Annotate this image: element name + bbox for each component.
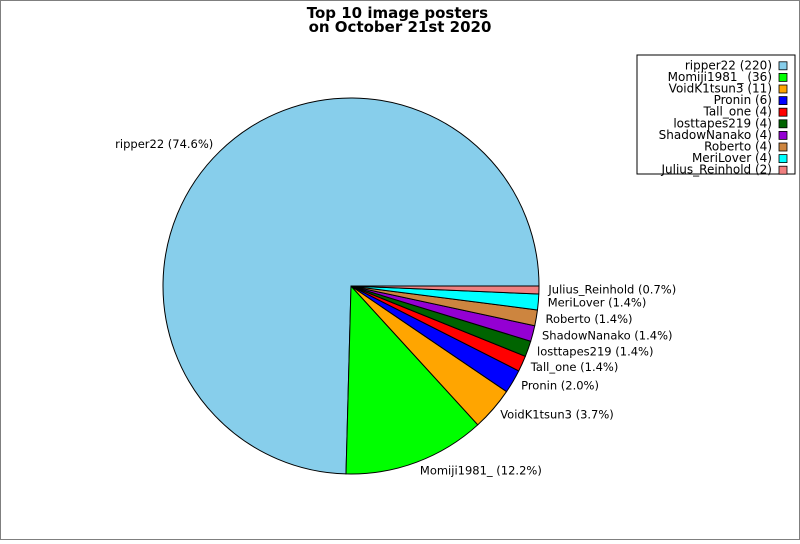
slice-label-roberto: Roberto (1.4%): [546, 312, 633, 326]
legend-label: Roberto (4): [704, 140, 772, 154]
legend-swatch: [778, 154, 788, 164]
legend-label: MeriLover (4): [692, 151, 772, 165]
legend-swatch: [778, 165, 788, 175]
slice-label-julius-reinhold: Julius_Reinhold (0.7%): [547, 283, 676, 297]
legend-label: losttapes219 (4): [673, 116, 772, 130]
slice-labels: ripper22 (74.6%) Momiji1981_ (12.2%) VoidK…: [115, 137, 676, 477]
legend-box: [636, 54, 796, 175]
chart-title-line-1: Top 10 image posters: [307, 4, 488, 22]
slice-label-momiji1981: Momiji1981_ (12.2%): [420, 464, 542, 478]
legend-items: ripper22 (220)Momiji1981_ (36)VoidK1tsun…: [659, 58, 788, 177]
legend-swatch: [778, 119, 788, 129]
legend-swatch: [778, 84, 788, 94]
legend-swatch: [778, 107, 788, 117]
legend-swatch: [778, 142, 788, 152]
chart-title-line-2: on October 21st 2020: [309, 18, 492, 36]
pie-slice-julius-reinhold: [350, 285, 540, 295]
legend-label: VoidK1tsun3 (11): [669, 82, 772, 96]
slice-label-shadownanako: ShadowNanako (1.4%): [542, 328, 673, 342]
legend-swatch: [778, 96, 788, 105]
legend-label: ShadowNanako (4): [659, 128, 772, 142]
chart-title: Top 10 image posters on October 21st 202…: [307, 4, 494, 36]
legend: ripper22 (220)Momiji1981_ (36)VoidK1tsun…: [636, 54, 796, 177]
pie-slice-momiji1981: [345, 285, 479, 475]
legend-label: Pronin (6): [714, 93, 772, 107]
slice-label-tall-one: Tall_one (1.4%): [530, 360, 619, 374]
legend-label: Tall_one (4): [702, 105, 772, 119]
pie-slices: [162, 97, 540, 475]
slice-label-voidk1tsun3: VoidK1tsun3 (3.7%): [500, 408, 614, 422]
legend-label: Momiji1981_ (36): [668, 70, 772, 84]
legend-label: Julius_Reinhold (2): [660, 163, 772, 177]
legend-swatch: [778, 61, 788, 71]
legend-swatch: [778, 130, 788, 140]
slice-label-pronin: Pronin (2.0%): [521, 379, 599, 393]
legend-label: ripper22 (220): [685, 58, 772, 72]
slice-label-ripper22: ripper22 (74.6%): [115, 137, 213, 151]
slice-label-merilover: MeriLover (1.4%): [548, 295, 647, 309]
slice-label-losttapes219: losttapes219 (1.4%): [537, 345, 653, 359]
legend-swatch: [778, 73, 788, 82]
